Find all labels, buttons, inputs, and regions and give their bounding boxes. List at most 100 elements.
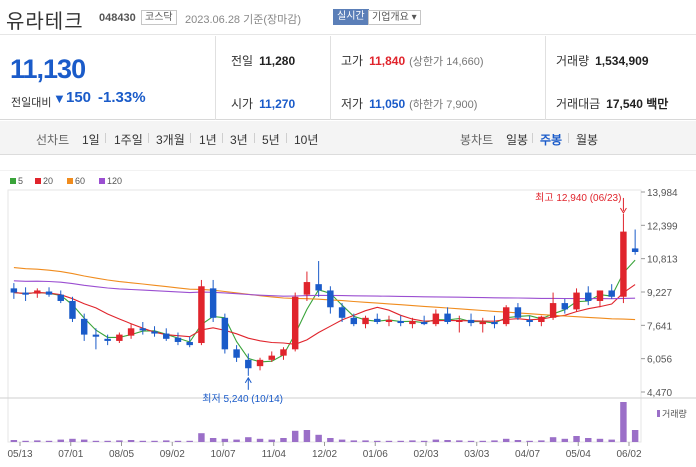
volume-bar (608, 439, 615, 442)
tab-separator (532, 133, 533, 143)
market-badge: 코스닥 (141, 10, 177, 25)
tab-monthly[interactable]: 월봉 (576, 133, 599, 147)
volume-bar (620, 402, 627, 442)
x-tick-label: 03/03 (464, 449, 489, 460)
candle-body (34, 290, 41, 294)
prev-close-label: 전일 (231, 54, 254, 68)
legend-label-20: 20 (43, 176, 53, 186)
tab-3m[interactable]: 3개월 (156, 133, 185, 147)
volume-bar (45, 440, 53, 442)
company-info-dropdown[interactable]: 기업개요 ▾ (368, 10, 421, 25)
candle-body (385, 319, 393, 322)
ma-5-line (13, 259, 636, 363)
volume-bar (209, 438, 217, 442)
x-tick-label: 04/07 (515, 449, 540, 460)
x-tick-label: 11/04 (262, 449, 287, 460)
divider (215, 36, 216, 120)
annotation-low-arrowhead (244, 376, 252, 384)
x-tick-label: 01/06 (363, 449, 388, 460)
tab-1y[interactable]: 1년 (199, 133, 217, 147)
ma-60-line (13, 267, 636, 321)
realtime-button[interactable]: 실시간 (333, 9, 369, 25)
candle-body (22, 292, 29, 295)
volume-bar (397, 440, 404, 442)
tab-10y[interactable]: 10년 (294, 133, 319, 147)
candle-body (502, 307, 510, 325)
tab-3y[interactable]: 3년 (230, 133, 248, 147)
candle-body (221, 317, 229, 350)
legend-swatch-5 (10, 178, 16, 184)
volume-label: 거래량 (556, 54, 590, 68)
volume-bar (502, 438, 510, 442)
candle-body (174, 337, 182, 342)
x-tick-label: 08/05 (109, 449, 134, 460)
down-arrow-icon: ▼ (53, 91, 66, 106)
candle-body (573, 292, 580, 310)
volume-bar (291, 430, 299, 442)
x-tick-label: 09/02 (160, 449, 185, 460)
candle-body (432, 313, 440, 325)
volume-bar (198, 433, 205, 442)
volume-bar (514, 440, 522, 442)
open-label: 시가 (231, 97, 254, 111)
tab-weekly[interactable]: 주봉 (540, 133, 563, 147)
volume-legend-label: 거래량 (662, 408, 687, 419)
candle-body (209, 288, 217, 318)
candle-body (92, 334, 100, 337)
change-amount: 150 (66, 89, 92, 106)
volume-bar (315, 434, 322, 442)
candle-body (268, 355, 275, 360)
volume-bar (444, 440, 451, 442)
tab-daily[interactable]: 일봉 (506, 133, 529, 147)
volume-bar (57, 439, 64, 442)
lower-limit: (하한가 7,900) (409, 99, 478, 111)
volume-bar (256, 438, 264, 442)
high-value: 11,840 (369, 54, 406, 68)
annotation-high: 최고 12,940 (06/23) (535, 192, 621, 204)
candle-body (69, 300, 76, 319)
volume-bar (163, 440, 170, 442)
volume-bar (596, 438, 604, 442)
volume-bar (491, 440, 498, 442)
amount: 거래대금 17,540 백만 (556, 95, 668, 112)
y-tick-label: 6,056 (647, 355, 672, 366)
legend-label-60: 60 (75, 176, 85, 186)
volume-legend-swatch (657, 410, 660, 417)
tab-1w[interactable]: 1주일 (114, 133, 143, 147)
volume-bar (34, 440, 41, 442)
candle-body (397, 320, 404, 324)
volume-bar (151, 440, 158, 442)
candle-body (327, 290, 334, 308)
legend-swatch-20 (35, 178, 41, 184)
volume-bar (385, 440, 393, 442)
candle-body (104, 338, 111, 341)
tab-1d[interactable]: 1일 (82, 133, 100, 147)
volume-bar (338, 439, 346, 442)
legend-label-120: 120 (107, 176, 122, 186)
tab-separator (568, 133, 569, 143)
volume-bar (268, 439, 275, 442)
candle-body (127, 328, 135, 336)
volume-bar (409, 440, 416, 442)
volume-bar (22, 440, 29, 442)
tab-5y[interactable]: 5년 (262, 133, 280, 147)
volume-bar (80, 439, 88, 442)
x-tick-label: 10/07 (210, 449, 235, 460)
tab-separator (222, 133, 223, 143)
candle-body (256, 359, 264, 367)
candle-chart-label: 봉차트 (460, 133, 494, 147)
candle-body (198, 286, 205, 344)
candle-body (315, 284, 322, 291)
volume-bar (467, 440, 475, 442)
volume-bar (432, 439, 440, 442)
volume-bar (631, 430, 639, 442)
candle-body (186, 341, 193, 346)
tab-separator (148, 133, 149, 143)
candle-body (303, 282, 311, 295)
candle-body (538, 316, 545, 322)
stock-header: 유라테크 048430 코스닥 2023.06.28 기준(장마감) 실시간 기… (0, 0, 696, 35)
amount-value: 17,540 백만 (606, 97, 669, 111)
chart-period-tabs: 선차트 1일 1주일 3개월 1년 3년 5년 10년 봉차트 일봉 주봉 월봉 (0, 121, 696, 155)
y-tick-label: 9,227 (647, 288, 672, 299)
prev-close: 전일 11,280 (231, 52, 295, 69)
